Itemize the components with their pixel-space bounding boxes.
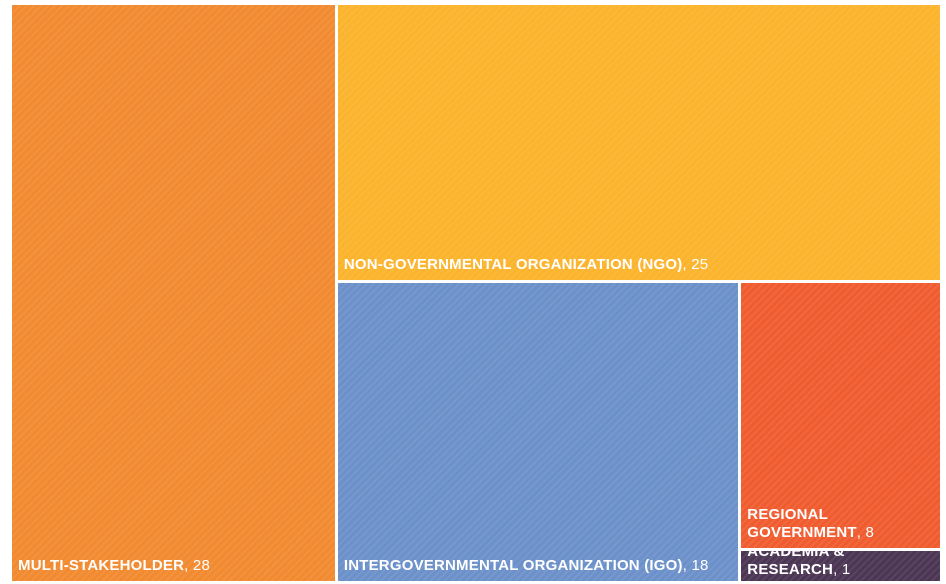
value-label: 1 [833, 561, 850, 578]
category-name: ACADEMIA & RESEARCH [747, 550, 845, 578]
cell-label: NON-GOVERNMENTAL ORGANIZATION (NGO)25 [344, 256, 934, 274]
treemap-cell: NON-GOVERNMENTAL ORGANIZATION (NGO)25 [337, 5, 940, 281]
cell-label: MULTI-STAKEHOLDER28 [18, 557, 329, 575]
cell-label: REGIONAL GOVERNMENT8 [747, 506, 934, 542]
treemap-cell: MULTI-STAKEHOLDER28 [12, 5, 335, 581]
category-name: REGIONAL GOVERNMENT [747, 505, 857, 541]
treemap: MULTI-STAKEHOLDER28 NON-GOVERNMENTAL ORGA… [12, 5, 943, 584]
treemap-cell: INTERGOVERNMENTAL ORGANIZATION (IGO)18 [337, 283, 739, 581]
value-label: 28 [184, 557, 210, 574]
category-name: INTERGOVERNMENTAL ORGANIZATION (IGO) [343, 556, 683, 574]
cell-label: INTERGOVERNMENTAL ORGANIZATION (IGO)18 [344, 557, 732, 575]
category-name: NON-GOVERNMENTAL ORGANIZATION (NGO) [343, 256, 683, 274]
value-label: 25 [683, 256, 709, 273]
category-name: MULTI-STAKEHOLDER [18, 557, 185, 574]
value-label: 18 [683, 557, 709, 574]
treemap-cell: REGIONAL GOVERNMENT8 [741, 283, 940, 548]
value-label: 8 [857, 524, 874, 541]
cell-label: ACADEMIA & RESEARCH1 [747, 551, 934, 579]
treemap-cell: ACADEMIA & RESEARCH1 [741, 550, 940, 581]
